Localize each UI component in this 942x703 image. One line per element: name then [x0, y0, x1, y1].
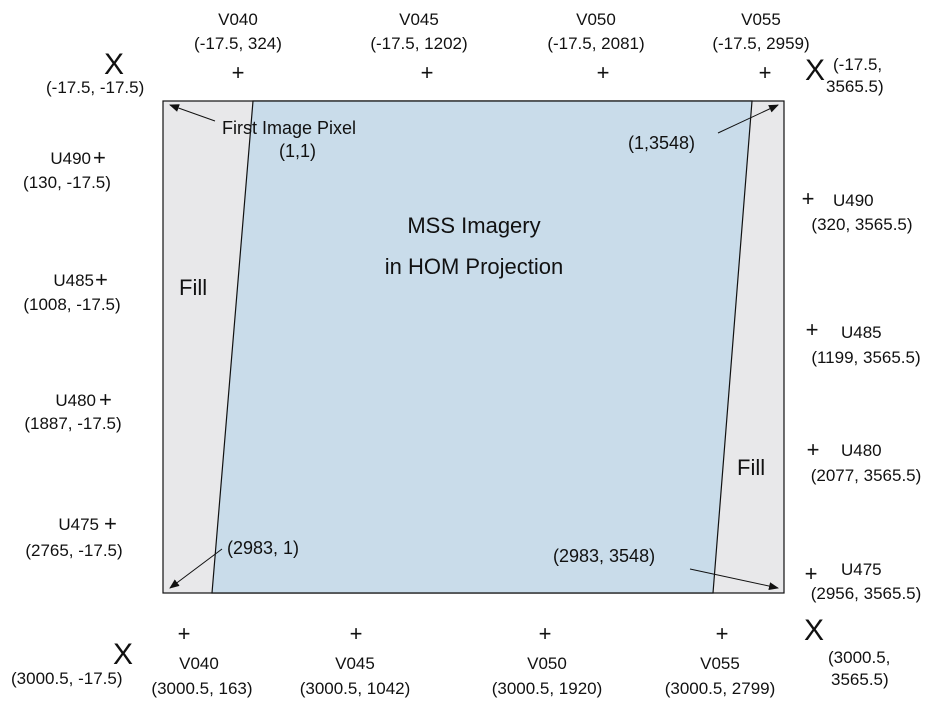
- imagery-title-line-2: in HOM Projection: [385, 254, 564, 279]
- right-point-plus: +: [807, 437, 820, 462]
- pixel-bottom-left: (2983, 1): [227, 538, 299, 558]
- right-point-coord: (320, 3565.5): [811, 215, 912, 234]
- left-point-name: U485: [53, 271, 94, 290]
- first-image-pixel-label: First Image Pixel: [222, 118, 356, 138]
- bottom-point-coord: (3000.5, 163): [151, 679, 252, 698]
- corner-coord-bottom-right-line-2: 3565.5): [831, 670, 889, 689]
- right-point-u485: + U485 (1199, 3565.5): [806, 317, 921, 367]
- bottom-point-coord: (3000.5, 2799): [665, 679, 776, 698]
- bottom-point-name: V050: [527, 654, 567, 673]
- bottom-point-v045: + V045 (3000.5, 1042): [300, 621, 411, 698]
- right-point-plus: +: [806, 317, 819, 342]
- left-point-plus: +: [95, 267, 108, 292]
- pixel-top-left: (1,1): [279, 141, 316, 161]
- left-point-coord: (130, -17.5): [23, 173, 111, 192]
- top-point-name: V050: [576, 10, 616, 29]
- top-point-name: V040: [218, 10, 258, 29]
- top-point-plus: +: [421, 60, 434, 85]
- top-point-plus: +: [759, 60, 772, 85]
- arrow-bottom-right: [689, 568, 779, 591]
- left-point-u480: U480 + (1887, -17.5): [24, 387, 121, 433]
- bottom-point-name: V045: [335, 654, 375, 673]
- arrow-bottom-left: [169, 548, 223, 589]
- top-point-v040: V040 (-17.5, 324) +: [194, 10, 282, 85]
- fill-label-right: Fill: [737, 455, 765, 480]
- right-point-name: U490: [833, 191, 874, 210]
- right-point-name: U485: [841, 323, 882, 342]
- imagery-title-line-1: MSS Imagery: [407, 213, 540, 238]
- bottom-point-name: V040: [179, 654, 219, 673]
- left-point-name: U475: [58, 515, 99, 534]
- top-point-coord: (-17.5, 1202): [370, 34, 467, 53]
- right-point-coord: (2077, 3565.5): [811, 466, 922, 485]
- corner-coord-top-right-line-2: 3565.5): [826, 77, 884, 96]
- left-point-plus: +: [99, 387, 112, 412]
- bottom-point-v050: + V050 (3000.5, 1920): [492, 621, 603, 698]
- right-point-plus: +: [802, 186, 815, 211]
- right-point-coord: (2956, 3565.5): [811, 584, 922, 603]
- left-point-u490: U490 + (130, -17.5): [23, 145, 111, 192]
- left-point-coord: (1887, -17.5): [24, 414, 121, 433]
- top-point-name: V045: [399, 10, 439, 29]
- corner-marker-bottom-right: X: [804, 614, 824, 647]
- left-point-plus: +: [104, 511, 117, 536]
- fill-label-left: Fill: [179, 275, 207, 300]
- corner-marker-bottom-left: X: [113, 638, 133, 671]
- top-point-v045: V045 (-17.5, 1202) +: [370, 10, 467, 85]
- top-point-plus: +: [232, 60, 245, 85]
- top-point-coord: (-17.5, 2959): [712, 34, 809, 53]
- bottom-point-v040: + V040 (3000.5, 163): [151, 621, 252, 698]
- bottom-point-plus: +: [178, 621, 191, 646]
- bottom-point-v055: + V055 (3000.5, 2799): [665, 621, 776, 698]
- corner-marker-top-right: X: [805, 54, 825, 87]
- right-point-u490: + U490 (320, 3565.5): [802, 186, 913, 234]
- imagery-area: [211, 100, 753, 594]
- corner-coord-bottom-left: (3000.5, -17.5): [11, 669, 123, 688]
- top-point-coord: (-17.5, 324): [194, 34, 282, 53]
- left-point-name: U480: [55, 391, 96, 410]
- left-point-u485: U485 + (1008, -17.5): [23, 267, 120, 314]
- top-point-plus: +: [597, 60, 610, 85]
- left-point-name: U490: [50, 149, 91, 168]
- bottom-point-plus: +: [539, 621, 552, 646]
- pixel-top-right: (1,3548): [628, 133, 695, 153]
- right-point-name: U480: [841, 441, 882, 460]
- arrow-top-right: [717, 104, 779, 134]
- top-point-coord: (-17.5, 2081): [547, 34, 644, 53]
- top-point-v050: V050 (-17.5, 2081) +: [547, 10, 644, 85]
- left-point-coord: (2765, -17.5): [25, 541, 122, 560]
- bottom-point-coord: (3000.5, 1920): [492, 679, 603, 698]
- top-point-name: V055: [741, 10, 781, 29]
- bottom-point-coord: (3000.5, 1042): [300, 679, 411, 698]
- bottom-point-plus: +: [350, 621, 363, 646]
- left-point-u475: U475 + (2765, -17.5): [25, 511, 122, 560]
- pixel-bottom-right: (2983, 3548): [553, 546, 655, 566]
- right-point-coord: (1199, 3565.5): [811, 348, 920, 367]
- right-point-u480: + U480 (2077, 3565.5): [807, 437, 922, 485]
- corner-coord-top-right-line-1: (-17.5,: [833, 55, 882, 74]
- bottom-point-plus: +: [716, 621, 729, 646]
- bottom-point-name: V055: [700, 654, 740, 673]
- top-point-v055: V055 (-17.5, 2959) +: [712, 10, 809, 85]
- corner-marker-top-left: X: [104, 48, 124, 81]
- right-point-name: U475: [841, 560, 882, 579]
- arrow-top-left: [169, 104, 216, 122]
- left-point-plus: +: [93, 145, 106, 170]
- right-point-plus: +: [805, 561, 818, 586]
- left-point-coord: (1008, -17.5): [23, 295, 120, 314]
- right-point-u475: + U475 (2956, 3565.5): [805, 560, 922, 603]
- corner-coord-top-left: (-17.5, -17.5): [46, 78, 144, 97]
- corner-coord-bottom-right-line-1: (3000.5,: [828, 648, 890, 667]
